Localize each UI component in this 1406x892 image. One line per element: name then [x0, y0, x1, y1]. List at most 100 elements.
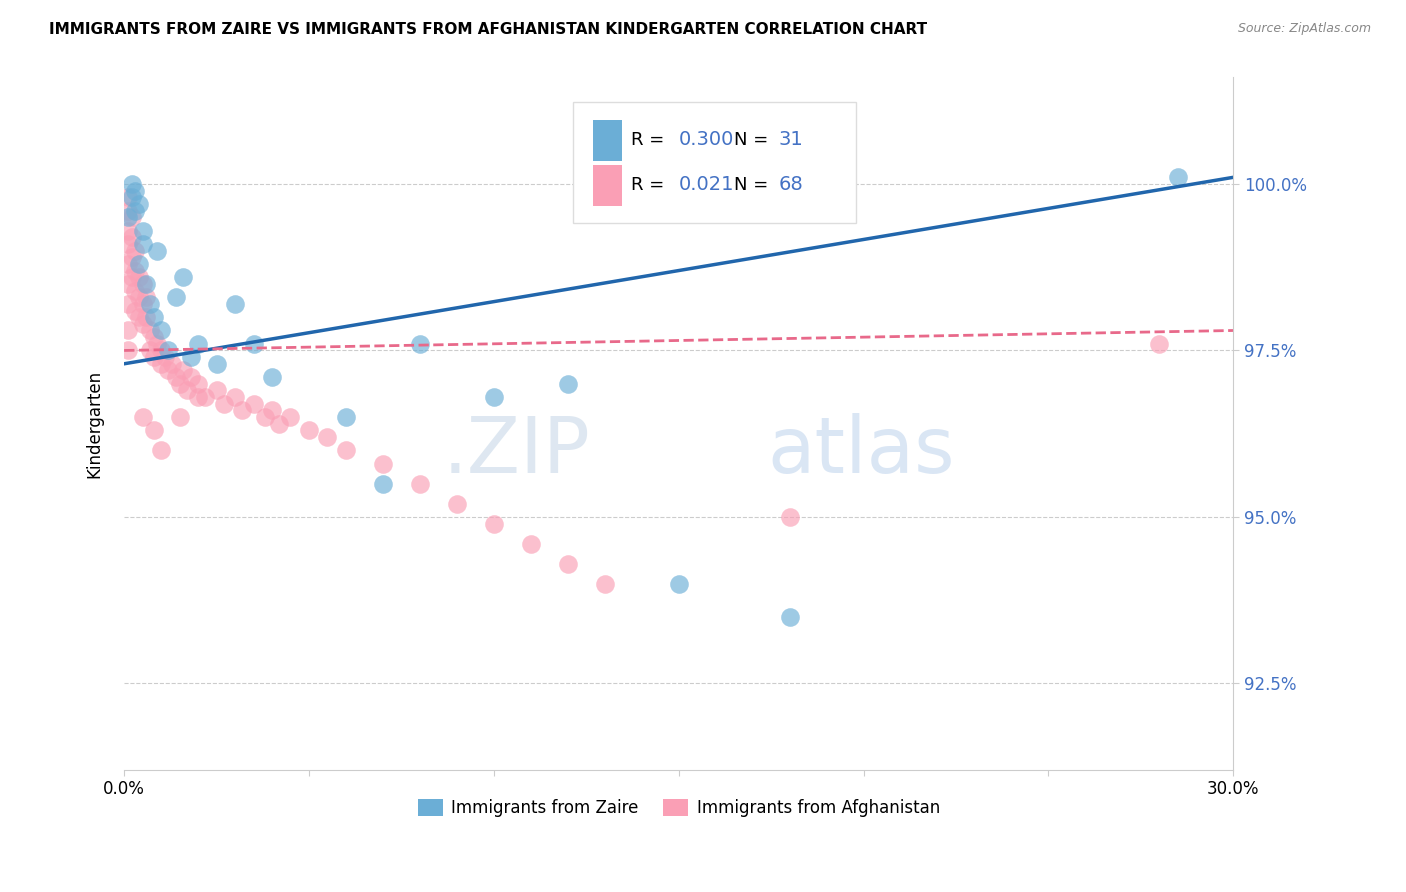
Point [242, 336, 264, 351]
Point [180, 350, 202, 364]
Point [117, 236, 139, 251]
Point [212, 397, 235, 411]
Y-axis label: Kindergarten: Kindergarten [86, 369, 103, 478]
Text: atlas: atlas [768, 413, 955, 490]
Point [593, 576, 616, 591]
Point [128, 310, 150, 325]
Point [280, 410, 302, 425]
Point [124, 284, 146, 298]
Point [371, 457, 394, 471]
Point [142, 350, 165, 364]
Text: IMMIGRANTS FROM ZAIRE VS IMMIGRANTS FROM AFGHANISTAN KINDERGARTEN CORRELATION CH: IMMIGRANTS FROM ZAIRE VS IMMIGRANTS FROM… [49, 22, 928, 37]
Point [153, 350, 176, 364]
Point [180, 370, 202, 384]
Point [117, 203, 139, 218]
Text: R =: R = [631, 131, 664, 149]
Point [117, 211, 139, 225]
Text: 31: 31 [779, 130, 803, 149]
Point [169, 410, 191, 425]
Text: N =: N = [734, 131, 769, 149]
Point [557, 376, 579, 391]
Point [316, 430, 339, 444]
Point [187, 390, 209, 404]
Point [131, 317, 153, 331]
Point [187, 336, 209, 351]
Point [169, 376, 191, 391]
Point [242, 397, 264, 411]
Point [371, 476, 394, 491]
Point [269, 417, 291, 431]
FancyBboxPatch shape [593, 165, 621, 205]
Point [446, 497, 468, 511]
Text: 0.300: 0.300 [679, 130, 734, 149]
Text: 0.021: 0.021 [679, 176, 734, 194]
Point [117, 297, 139, 311]
Point [117, 324, 139, 338]
Point [160, 357, 183, 371]
Point [117, 224, 139, 238]
Point [135, 290, 157, 304]
Point [124, 244, 146, 258]
Point [157, 363, 180, 377]
Point [482, 516, 505, 531]
Text: R =: R = [631, 176, 664, 194]
Point [124, 263, 146, 277]
FancyBboxPatch shape [574, 102, 856, 223]
Text: .ZIP: .ZIP [443, 413, 591, 490]
Point [187, 376, 209, 391]
Point [335, 443, 357, 458]
Point [121, 211, 143, 225]
Point [165, 290, 187, 304]
Point [409, 476, 432, 491]
Point [117, 343, 139, 358]
Point [139, 343, 162, 358]
Legend: Immigrants from Zaire, Immigrants from Afghanistan: Immigrants from Zaire, Immigrants from A… [411, 792, 946, 824]
Point [172, 363, 194, 377]
Point [142, 423, 165, 437]
Point [176, 384, 198, 398]
Text: 68: 68 [779, 176, 803, 194]
Point [779, 610, 801, 624]
Point [121, 270, 143, 285]
Point [1167, 170, 1189, 185]
Point [135, 310, 157, 325]
Point [131, 224, 153, 238]
Point [172, 270, 194, 285]
Point [142, 310, 165, 325]
Point [157, 343, 180, 358]
Point [260, 370, 283, 384]
Point [482, 390, 505, 404]
Point [121, 190, 143, 204]
Point [142, 330, 165, 344]
Point [131, 297, 153, 311]
Point [194, 390, 217, 404]
Point [131, 236, 153, 251]
Point [224, 297, 246, 311]
Point [335, 410, 357, 425]
Point [520, 536, 543, 550]
Point [668, 576, 690, 591]
Point [117, 277, 139, 291]
Point [150, 324, 173, 338]
Point [128, 270, 150, 285]
Point [224, 390, 246, 404]
Point [117, 257, 139, 271]
Point [298, 423, 321, 437]
Point [124, 184, 146, 198]
Point [131, 277, 153, 291]
Point [165, 370, 187, 384]
Point [139, 297, 162, 311]
Point [135, 277, 157, 291]
Point [146, 336, 169, 351]
Point [205, 384, 228, 398]
Point [121, 230, 143, 244]
Point [253, 410, 276, 425]
FancyBboxPatch shape [593, 120, 621, 161]
Point [409, 336, 432, 351]
Point [231, 403, 253, 417]
Text: Source: ZipAtlas.com: Source: ZipAtlas.com [1237, 22, 1371, 36]
Point [124, 203, 146, 218]
Point [150, 443, 173, 458]
Point [128, 290, 150, 304]
Point [146, 244, 169, 258]
